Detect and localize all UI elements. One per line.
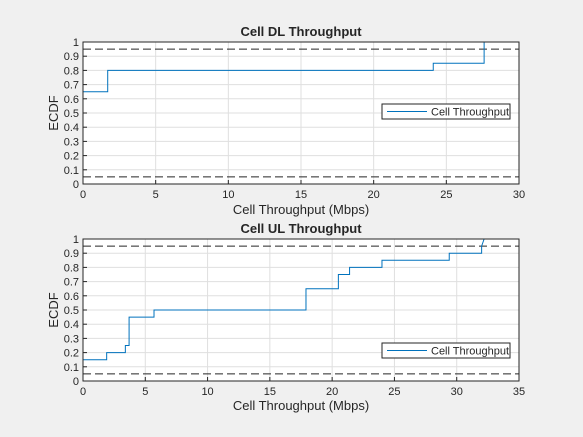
y-tick-label: 0.3 [64, 333, 79, 345]
y-tick-label: 0.3 [64, 136, 79, 148]
x-tick-label: 0 [80, 189, 86, 201]
y-ticks: 0 0.1 0.2 0.3 0.4 0.5 0.6 0.7 0.8 0.9 1 [64, 37, 87, 191]
y-tick-label: 0.6 [64, 291, 79, 303]
x-tick-label: 25 [388, 386, 400, 398]
y-tick-label: 0.1 [64, 362, 79, 374]
y-axis-label: ECDF [46, 95, 61, 130]
y-tick-label: 1 [73, 37, 79, 49]
y-tick-label: 0.4 [64, 122, 79, 134]
y-tick-label: 0.8 [64, 262, 79, 274]
y-tick-label: 0.9 [64, 51, 79, 63]
y-tick-label: 0.5 [64, 305, 79, 317]
ecdf-step-line [83, 238, 485, 361]
x-tick-label: 20 [326, 386, 338, 398]
chart-title: Cell UL Throughput [240, 221, 362, 236]
series-layer [83, 238, 485, 361]
y-tick-label: 0 [73, 179, 79, 191]
x-ticks: 0 5 10 15 20 25 30 [80, 180, 525, 201]
x-axis-label: Cell Throughput (Mbps) [233, 202, 369, 217]
y-tick-label: 0 [73, 376, 79, 388]
legend-box [381, 342, 511, 359]
x-tick-label: 10 [222, 189, 234, 201]
x-tick-label: 5 [153, 189, 159, 201]
x-tick-label: 30 [513, 189, 525, 201]
y-ticks: 0 0.1 0.2 0.3 0.4 0.5 0.6 0.7 0.8 0.9 1 [64, 234, 87, 388]
y-tick-label: 1 [73, 234, 79, 246]
y-tick-label: 0.7 [64, 277, 79, 289]
ecdf-step-line [83, 42, 485, 93]
reference-lines [83, 245, 519, 375]
y-tick-label: 0.1 [64, 165, 79, 177]
x-tick-label: 10 [201, 386, 213, 398]
y-axis-label: ECDF [46, 292, 61, 327]
legend-entry-label: Cell Throughput [431, 107, 509, 119]
x-tick-label: 20 [368, 189, 380, 201]
y-tick-label: 0.2 [64, 151, 79, 163]
y-tick-label: 0.6 [64, 94, 79, 106]
y-tick-label: 0.9 [64, 248, 79, 260]
y-tick-label: 0.5 [64, 108, 79, 120]
reference-lines [83, 48, 519, 178]
series-layer [83, 42, 485, 93]
legend: Cell Throughput [381, 342, 511, 359]
x-axis-label: Cell Throughput (Mbps) [233, 398, 369, 413]
legend: Cell Throughput [381, 103, 511, 120]
x-tick-label: 25 [440, 189, 452, 201]
ul-throughput-plot: 0 5 10 15 20 25 30 35 00.10.20.30.40.50.60.70.8… [46, 221, 525, 413]
y-tick-label: 0.4 [64, 319, 79, 331]
chart-title: Cell DL Throughput [240, 24, 362, 39]
legend-entry-label: Cell Throughput [431, 346, 509, 358]
y-tick-label: 0.2 [64, 348, 79, 360]
x-tick-label: 30 [451, 386, 463, 398]
x-tick-label: 35 [513, 386, 525, 398]
x-tick-label: 0 [80, 386, 86, 398]
x-tick-label: 5 [142, 386, 148, 398]
y-tick-label: 0.8 [64, 65, 79, 77]
x-tick-label: 15 [264, 386, 276, 398]
y-tick-label: 0.7 [64, 80, 79, 92]
x-tick-label: 15 [295, 189, 307, 201]
dl-throughput-plot: 0 5 10 15 20 25 30 00.10.20.30.40.50.60.70.80.… [46, 24, 525, 217]
legend-box [381, 103, 511, 120]
x-ticks: 0 5 10 15 20 25 30 35 [80, 377, 525, 398]
